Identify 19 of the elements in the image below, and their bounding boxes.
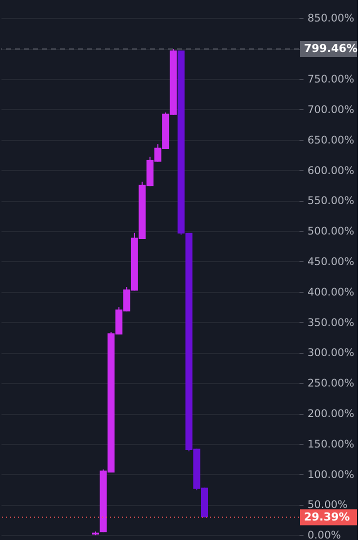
y-tick-label: 200.00% bbox=[308, 408, 354, 420]
y-tick-label: 250.00% bbox=[308, 378, 354, 390]
y-tick-label: 300.00% bbox=[308, 347, 354, 360]
y-tick-label: 50.00% bbox=[308, 499, 348, 512]
y-tick-label: 150.00% bbox=[308, 438, 354, 450]
y-tick-label: 450.00% bbox=[308, 256, 354, 268]
ref-line-label: 799.46% bbox=[304, 42, 358, 55]
y-tick-label: 400.00% bbox=[308, 286, 354, 298]
y-tick-label: 100.00% bbox=[308, 468, 354, 481]
y-tick-label: 500.00% bbox=[308, 226, 354, 238]
y-tick-label: 600.00% bbox=[308, 164, 354, 177]
y-tick-label: 650.00% bbox=[308, 134, 354, 146]
y-tick-label: 550.00% bbox=[308, 195, 354, 208]
y-tick-label: 0.00% bbox=[308, 530, 341, 540]
y-tick-label: 850.00% bbox=[308, 12, 354, 25]
y-tick-label: 750.00% bbox=[308, 74, 354, 86]
y-tick-label: 350.00% bbox=[308, 316, 354, 329]
y-tick-label: 700.00% bbox=[308, 104, 354, 116]
ref-line-label: 29.39% bbox=[304, 510, 350, 524]
